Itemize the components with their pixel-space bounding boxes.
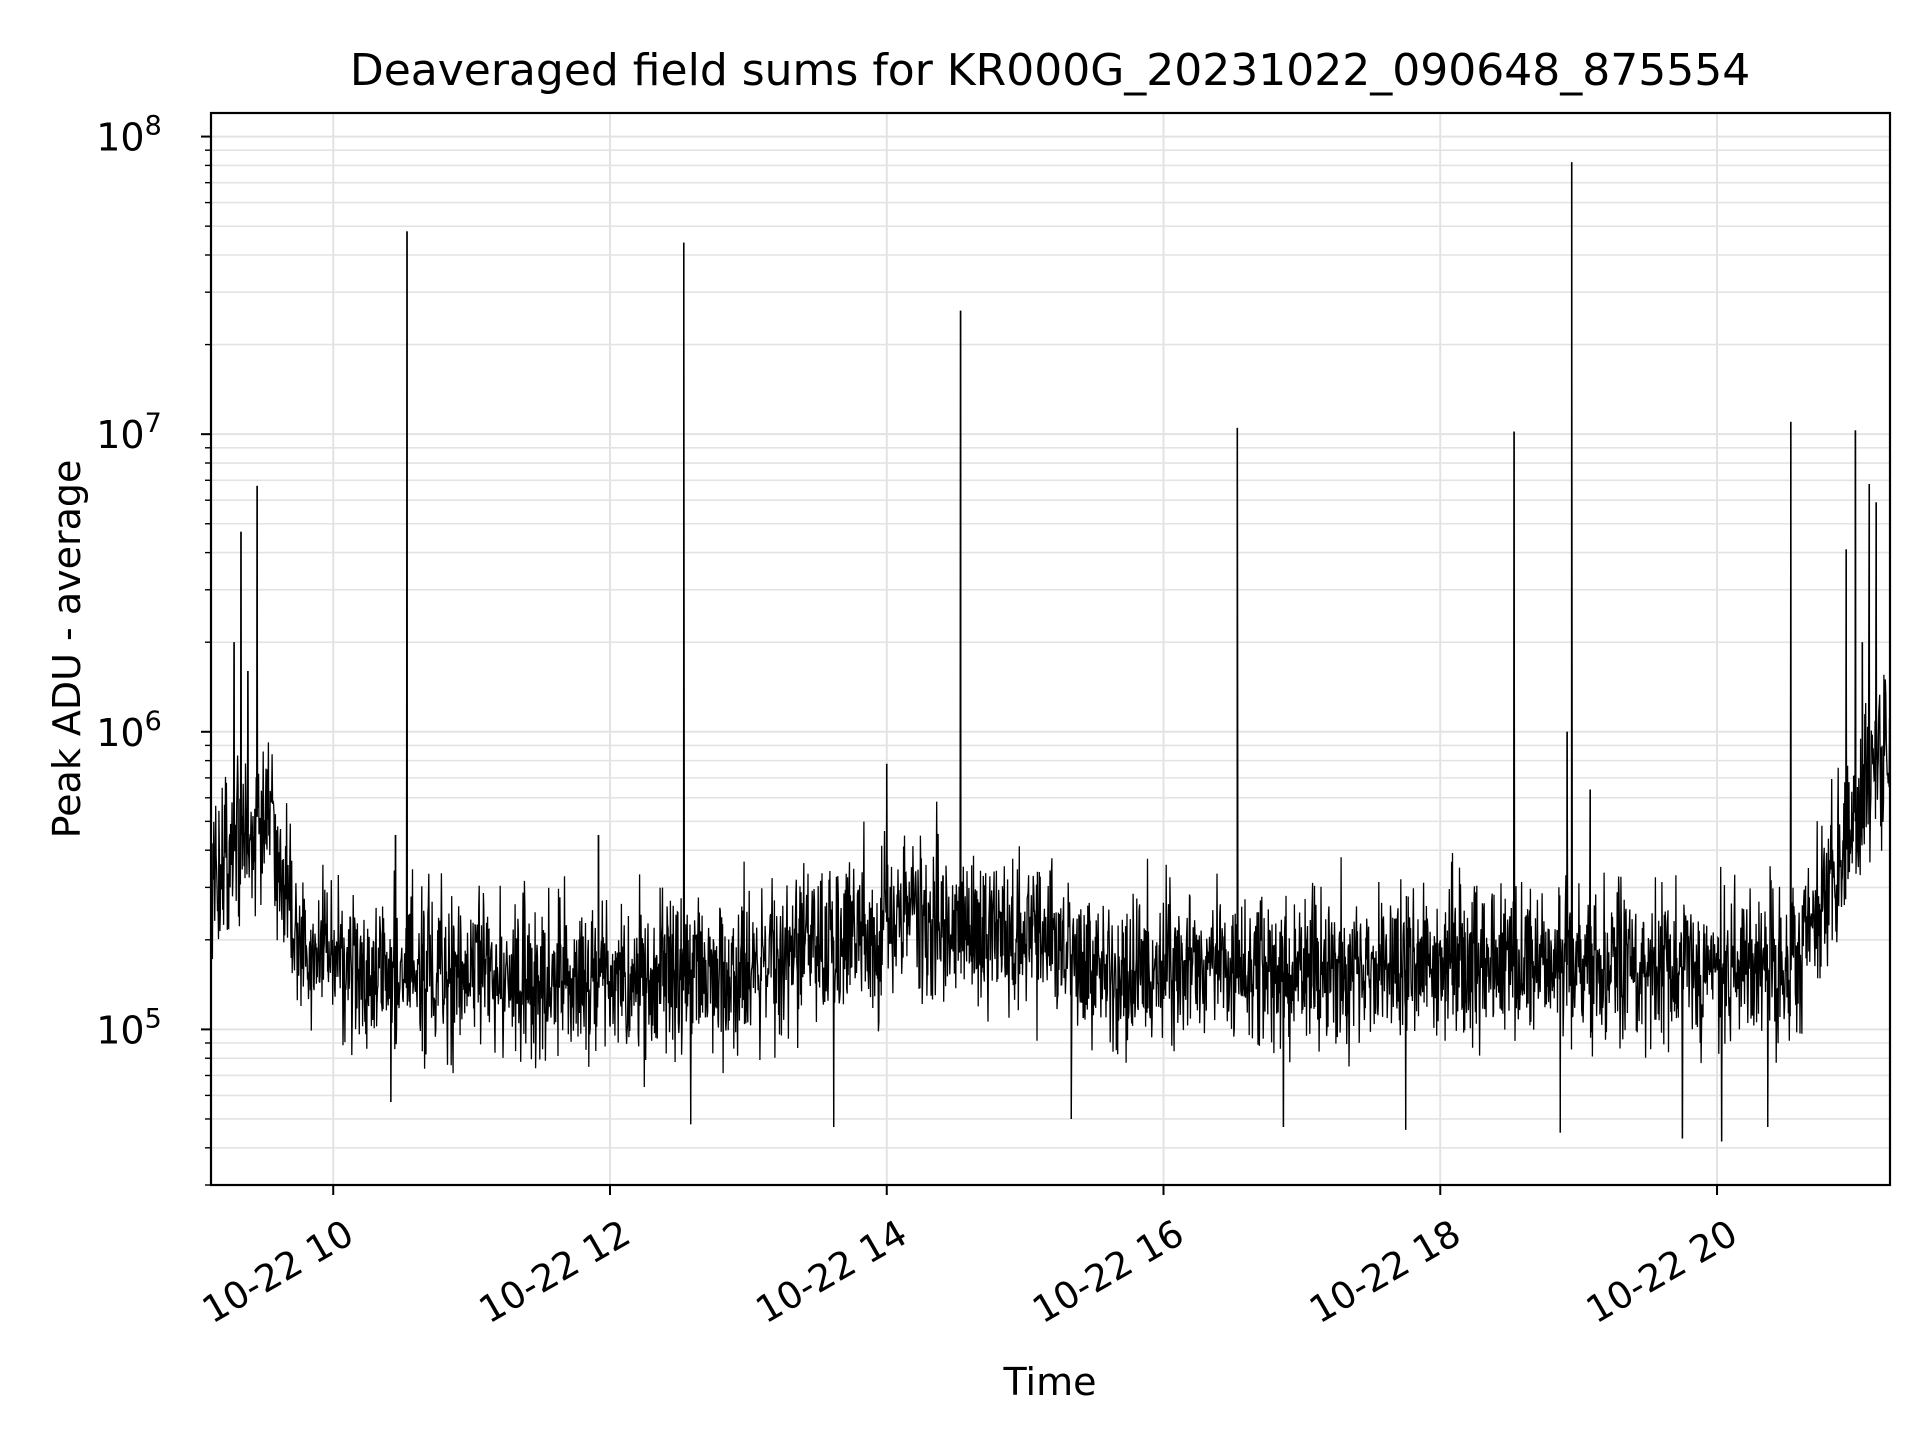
x-axis-label: Time (1003, 1360, 1097, 1404)
y-axis-label: Peak ADU - average (45, 460, 89, 839)
y-tick-label: 108 (96, 111, 162, 160)
y-axis-ticks: 105 106 107 108 (96, 111, 211, 1186)
y-tick-label: 105 (96, 1003, 162, 1052)
chart-title: Deaveraged field sums for KR000G_2023102… (350, 45, 1750, 96)
series-line (210, 162, 1891, 1142)
series-group (210, 162, 1891, 1142)
y-tick-label: 107 (96, 408, 162, 457)
plot-frame (209, 111, 1892, 1187)
y-tick-label: 106 (96, 706, 162, 755)
